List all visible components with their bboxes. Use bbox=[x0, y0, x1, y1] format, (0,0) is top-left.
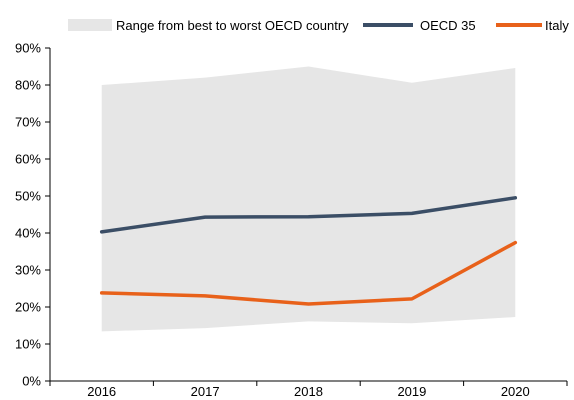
chart-legend: Range from best to worst OECD country OE… bbox=[68, 18, 569, 33]
legend-label-band: Range from best to worst OECD country bbox=[116, 18, 349, 33]
y-tick-label: 40% bbox=[15, 226, 41, 241]
y-tick-label: 10% bbox=[15, 337, 41, 352]
x-tick-label: 2018 bbox=[294, 384, 323, 399]
x-tick-label: 2016 bbox=[87, 384, 116, 399]
x-tick-label: 2020 bbox=[501, 384, 530, 399]
y-tick-label: 70% bbox=[15, 115, 41, 130]
y-tick-label: 30% bbox=[15, 263, 41, 278]
y-tick-label: 80% bbox=[15, 78, 41, 93]
legend-label-italy: Italy bbox=[545, 18, 569, 33]
y-tick-label: 50% bbox=[15, 189, 41, 204]
plot-area bbox=[99, 66, 518, 332]
y-tick-label: 0% bbox=[22, 374, 41, 389]
legend-label-oecd-35: OECD 35 bbox=[420, 18, 476, 33]
y-tick-label: 90% bbox=[15, 41, 41, 56]
x-tick-label: 2017 bbox=[191, 384, 220, 399]
axes: 0% 10% 20% 30% 40% 50% 60% 70% 80% 90% 2016 2017 201… bbox=[15, 41, 568, 399]
range-band-area bbox=[101, 66, 516, 332]
y-tick-label: 20% bbox=[15, 300, 41, 315]
y-tick-label: 60% bbox=[15, 152, 41, 167]
legend-swatch-band bbox=[68, 19, 112, 31]
x-tick-label: 2019 bbox=[397, 384, 426, 399]
